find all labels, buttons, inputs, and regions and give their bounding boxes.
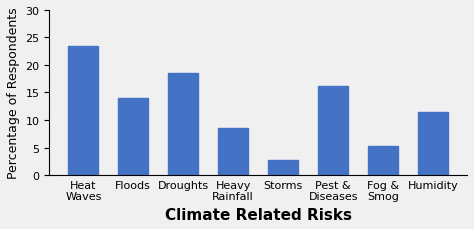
Bar <box>168 74 198 175</box>
Bar <box>418 112 448 175</box>
Bar <box>118 98 148 175</box>
Bar <box>268 161 298 175</box>
Y-axis label: Percentage of Respondents: Percentage of Respondents <box>7 8 20 179</box>
Bar <box>318 87 348 175</box>
Bar <box>368 147 398 175</box>
X-axis label: Climate Related Risks: Climate Related Risks <box>164 207 352 222</box>
Bar <box>68 46 98 175</box>
Bar <box>218 129 248 175</box>
